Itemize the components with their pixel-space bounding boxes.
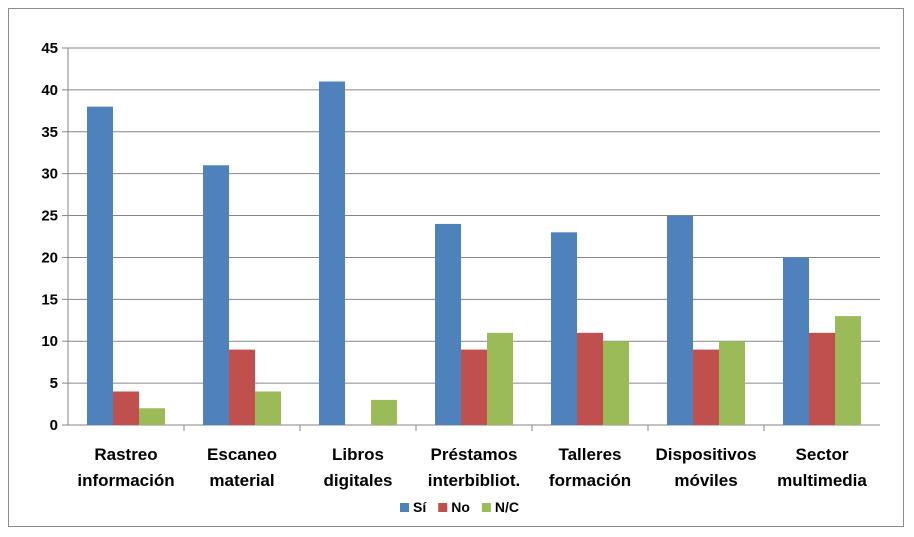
- bar-No: [113, 391, 139, 425]
- y-tick-label: 15: [41, 291, 58, 308]
- bar-N/C: [371, 399, 397, 425]
- bar-No: [809, 332, 835, 425]
- category-label: formación: [549, 471, 631, 490]
- y-tick-label: 40: [41, 82, 58, 99]
- bar-Sí: [435, 223, 461, 425]
- category-label: interbibliot.: [428, 471, 521, 490]
- category-label: digitales: [324, 471, 393, 490]
- legend-label: N/C: [495, 499, 519, 515]
- y-tick-label: 20: [41, 249, 58, 266]
- category-label: información: [77, 471, 174, 490]
- category-label: Dispositivos: [655, 445, 756, 464]
- category-label: material: [209, 471, 274, 490]
- y-tick-label: 25: [41, 208, 58, 225]
- category-label: Talleres: [558, 445, 621, 464]
- category-label: móviles: [674, 471, 737, 490]
- bar-No: [461, 349, 487, 425]
- category-label: Préstamos: [431, 445, 518, 464]
- bar-N/C: [255, 391, 281, 425]
- bar-N/C: [835, 316, 861, 425]
- bar-Sí: [551, 232, 577, 425]
- category-label: Rastreo: [94, 445, 157, 464]
- legend-swatch: [481, 503, 491, 512]
- bar-Sí: [87, 106, 113, 426]
- category-label: Libros: [332, 445, 384, 464]
- bar-N/C: [719, 341, 745, 425]
- bar-No: [693, 349, 719, 425]
- bar-Sí: [667, 215, 693, 425]
- bar-N/C: [603, 341, 629, 425]
- category-label: Escaneo: [207, 445, 277, 464]
- bar-Sí: [319, 81, 345, 425]
- y-tick-label: 0: [50, 417, 58, 434]
- bar-No: [229, 349, 255, 425]
- y-tick-label: 10: [41, 333, 58, 350]
- y-tick-label: 45: [41, 40, 58, 57]
- bar-Sí: [203, 165, 229, 426]
- bar-Sí: [783, 257, 809, 425]
- bar-No: [577, 332, 603, 425]
- legend-label: No: [451, 499, 470, 515]
- bar-N/C: [139, 408, 165, 425]
- legend-swatch: [438, 503, 448, 512]
- legend-label: Sí: [413, 499, 427, 515]
- legend-swatch: [400, 503, 409, 512]
- y-tick-label: 5: [50, 375, 58, 392]
- y-tick-label: 35: [41, 124, 58, 141]
- y-tick-label: 30: [41, 166, 58, 183]
- category-label: Sector: [796, 445, 849, 464]
- category-label: multimedia: [777, 471, 867, 490]
- bar-N/C: [487, 332, 513, 425]
